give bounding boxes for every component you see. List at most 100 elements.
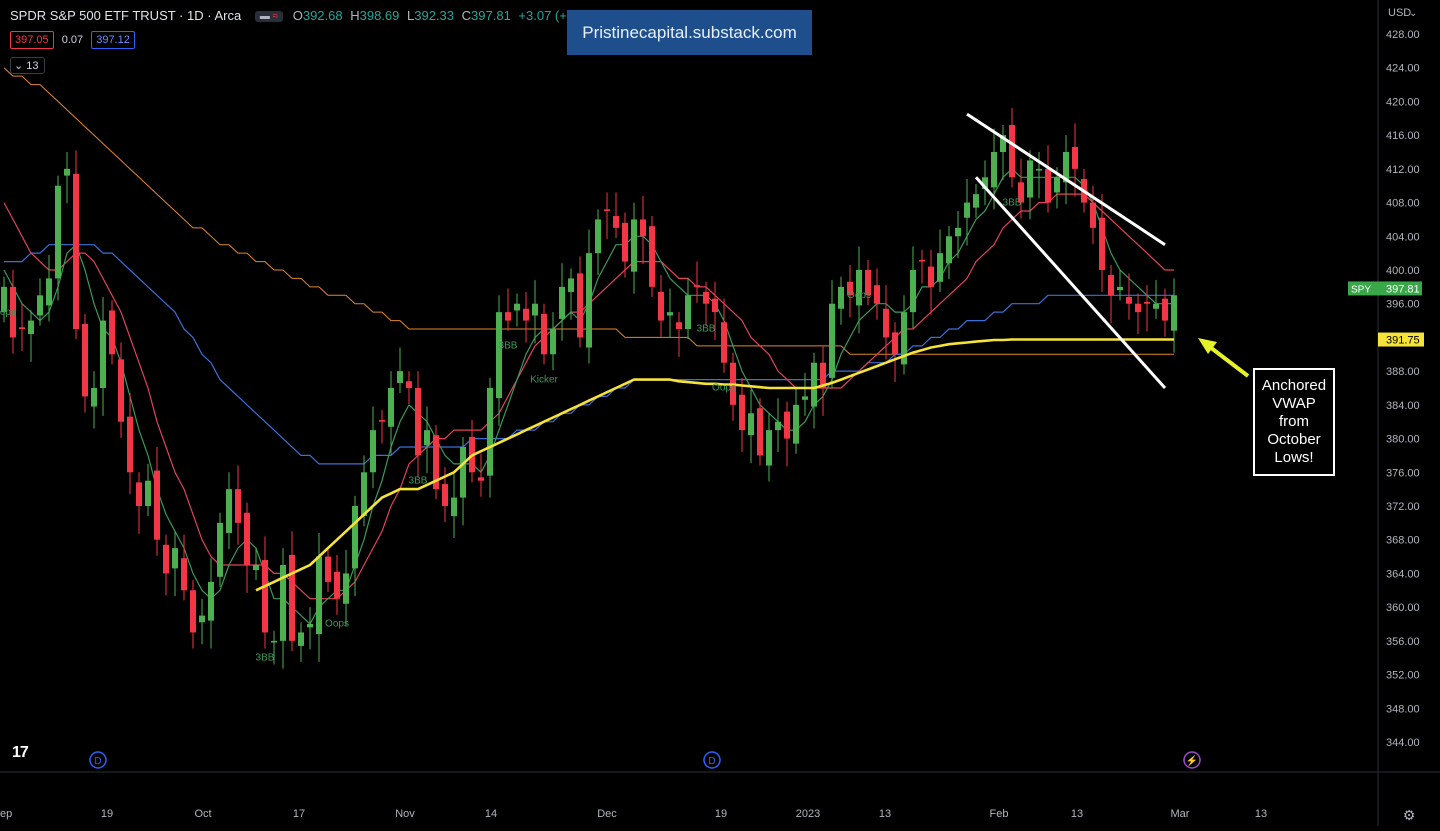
candle-body[interactable]: [442, 484, 448, 506]
indicators-toggle[interactable]: ⌄ 13: [10, 57, 45, 74]
candle-body[interactable]: [901, 312, 907, 365]
candle-body[interactable]: [154, 470, 160, 540]
candle-body[interactable]: [451, 497, 457, 517]
candle-body[interactable]: [361, 472, 367, 517]
candle-body[interactable]: [397, 371, 403, 383]
candle-body[interactable]: [658, 291, 664, 321]
candle-body[interactable]: [505, 312, 511, 321]
candle-body[interactable]: [622, 222, 628, 262]
candle-body[interactable]: [820, 362, 826, 388]
candle-body[interactable]: [226, 489, 232, 533]
candle-body[interactable]: [874, 285, 880, 304]
candle-body[interactable]: [685, 295, 691, 329]
candle-body[interactable]: [46, 278, 52, 306]
candle-body[interactable]: [676, 322, 682, 329]
candle-body[interactable]: [1054, 177, 1060, 193]
candle-body[interactable]: [253, 565, 259, 571]
candle-body[interactable]: [208, 581, 214, 621]
candle-body[interactable]: [1072, 146, 1078, 169]
candle-body[interactable]: [145, 480, 151, 506]
candle-body[interactable]: [406, 381, 412, 388]
candle-body[interactable]: [370, 430, 376, 473]
candle-body[interactable]: [1153, 303, 1159, 309]
candle-body[interactable]: [19, 327, 25, 329]
candle-body[interactable]: [91, 388, 97, 407]
candle-body[interactable]: [973, 194, 979, 208]
candle-body[interactable]: [1063, 152, 1069, 183]
candle-body[interactable]: [82, 323, 88, 397]
event-marker[interactable]: [1183, 751, 1201, 769]
ask-badge[interactable]: 397.12: [91, 31, 135, 49]
candle-body[interactable]: [127, 416, 133, 473]
candle-body[interactable]: [271, 640, 277, 643]
candle-body[interactable]: [532, 303, 538, 316]
candle-body[interactable]: [604, 209, 610, 211]
candle-body[interactable]: [28, 320, 34, 335]
candle-body[interactable]: [649, 226, 655, 287]
candle-body[interactable]: [64, 168, 70, 176]
candle-body[interactable]: [217, 522, 223, 577]
candle-body[interactable]: [316, 556, 322, 635]
candle-body[interactable]: [433, 435, 439, 490]
candle-body[interactable]: [1027, 160, 1033, 198]
candle-body[interactable]: [1171, 295, 1177, 331]
candle-body[interactable]: [964, 202, 970, 218]
candle-body[interactable]: [955, 227, 961, 237]
candle-body[interactable]: [424, 430, 430, 446]
candle-body[interactable]: [892, 332, 898, 355]
candle-body[interactable]: [496, 312, 502, 399]
candle-body[interactable]: [388, 388, 394, 427]
candle-body[interactable]: [757, 408, 763, 456]
candle-body[interactable]: [577, 273, 583, 338]
candle-body[interactable]: [739, 394, 745, 431]
candle-body[interactable]: [109, 310, 115, 355]
candle-body[interactable]: [694, 285, 700, 287]
candle-body[interactable]: [541, 313, 547, 355]
candle-body[interactable]: [856, 270, 862, 306]
dividend-marker[interactable]: [703, 751, 721, 769]
candle-body[interactable]: [181, 558, 187, 591]
wedge-upper-trendline[interactable]: [966, 112, 1166, 246]
wedge-lower-trendline[interactable]: [974, 176, 1167, 390]
candle-body[interactable]: [838, 286, 844, 309]
candle-body[interactable]: [1, 286, 7, 313]
candle-body[interactable]: [865, 270, 871, 296]
candle-body[interactable]: [793, 404, 799, 444]
candle-body[interactable]: [946, 236, 952, 264]
candle-body[interactable]: [352, 506, 358, 569]
candle-body[interactable]: [478, 477, 484, 481]
candle-body[interactable]: [766, 430, 772, 466]
candle-body[interactable]: [721, 322, 727, 363]
candle-body[interactable]: [334, 571, 340, 599]
candle-body[interactable]: [235, 489, 241, 523]
candle-body[interactable]: [1000, 135, 1006, 152]
candle-body[interactable]: [802, 396, 808, 400]
tradingview-logo-icon[interactable]: 17: [12, 744, 29, 761]
dividend-marker[interactable]: [89, 751, 107, 769]
candle-body[interactable]: [748, 413, 754, 436]
candle-body[interactable]: [667, 312, 673, 316]
candle-body[interactable]: [136, 482, 142, 506]
candle-body[interactable]: [523, 308, 529, 321]
candle-body[interactable]: [307, 624, 313, 628]
candle-body[interactable]: [1036, 168, 1042, 171]
candle-body[interactable]: [568, 278, 574, 292]
candle-body[interactable]: [829, 303, 835, 378]
candle-body[interactable]: [586, 253, 592, 348]
candle-body[interactable]: [982, 177, 988, 190]
candle-body[interactable]: [1126, 296, 1132, 304]
candle-body[interactable]: [811, 362, 817, 407]
candle-body[interactable]: [118, 359, 124, 422]
candle-body[interactable]: [1144, 302, 1150, 304]
candle-body[interactable]: [415, 388, 421, 456]
candle-body[interactable]: [1045, 168, 1051, 203]
candle-body[interactable]: [640, 219, 646, 237]
candle-body[interactable]: [919, 259, 925, 262]
symbol-title[interactable]: SPDR S&P 500 ETF TRUST · 1D · Arca: [10, 8, 242, 23]
candle-body[interactable]: [325, 556, 331, 582]
candle-body[interactable]: [775, 421, 781, 431]
candle-body[interactable]: [514, 303, 520, 311]
candle-body[interactable]: [883, 308, 889, 338]
candle-body[interactable]: [163, 544, 169, 574]
